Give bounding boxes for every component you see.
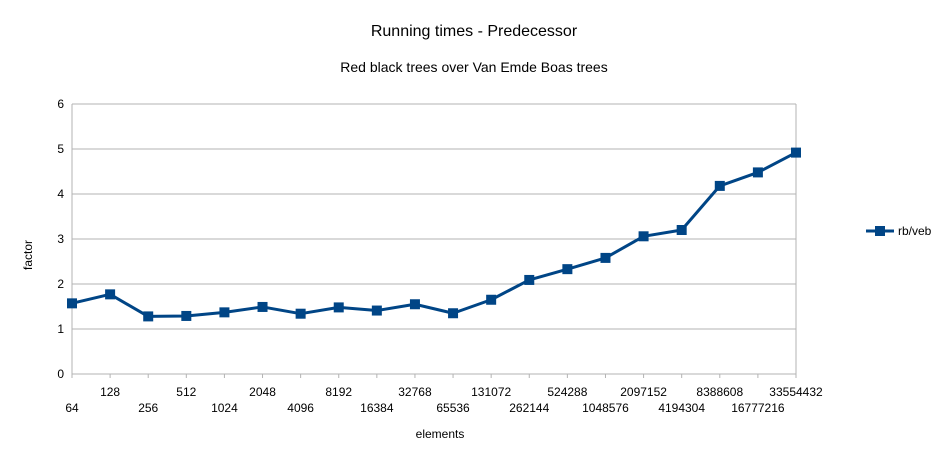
data-point [638, 231, 649, 242]
data-point [409, 299, 420, 310]
data-point [333, 302, 344, 313]
chart-title: Running times - Predecessor [371, 23, 578, 40]
data-point [600, 252, 611, 263]
x-tick-label: 2048 [249, 385, 276, 399]
y-axis-ticks: 0 1 2 3 4 5 6 [57, 97, 64, 381]
x-tick-label: 16384 [360, 401, 394, 415]
x-tick-label: 512 [176, 385, 196, 399]
data-point [752, 167, 763, 178]
y-axis-title: factor [21, 240, 35, 270]
y-tick-label: 6 [57, 97, 64, 111]
x-tick-label: 128 [100, 385, 120, 399]
y-tick-label: 1 [57, 322, 64, 336]
y-tick-label: 5 [57, 142, 64, 156]
data-point [791, 147, 801, 158]
x-tick-label: 1024 [211, 401, 238, 415]
x-tick-label: 64 [65, 401, 79, 415]
x-tick-label: 32768 [398, 385, 432, 399]
x-tick-label: 1048576 [582, 401, 629, 415]
legend-label: rb/veb [898, 224, 932, 238]
data-point [105, 289, 116, 300]
data-point [181, 310, 192, 321]
series-layer [67, 147, 801, 322]
x-tick-label: 262144 [509, 401, 549, 415]
data-point [714, 180, 725, 191]
data-point [676, 225, 687, 235]
data-point [143, 311, 154, 322]
x-axis-ticks: 64 128 256 512 1024 2048 4096 8192 16384 32768 655… [65, 385, 823, 415]
chart-subtitle: Red black trees over Van Emde Boas trees [340, 59, 607, 75]
x-tick-label: 524288 [547, 385, 587, 399]
data-point [371, 305, 382, 316]
data-point [67, 298, 77, 309]
grid-lines [71, 103, 797, 378]
data-point [486, 294, 497, 305]
x-tick-label: 8388608 [696, 385, 743, 399]
x-tick-label: 16777216 [731, 401, 785, 415]
data-point [524, 274, 535, 285]
x-tick-label: 4194304 [658, 401, 705, 415]
x-tick-label: 65536 [436, 401, 470, 415]
data-point [257, 301, 268, 312]
series-line [71, 151, 797, 318]
legend-marker [875, 226, 885, 236]
data-point [219, 307, 230, 318]
legend: rb/veb [866, 224, 932, 238]
x-tick-label: 33554432 [769, 385, 823, 399]
data-point [562, 264, 573, 275]
x-axis-title: elements [416, 427, 465, 441]
x-tick-label: 8192 [325, 385, 352, 399]
x-tick-label: 2097152 [620, 385, 667, 399]
data-point [295, 308, 306, 319]
x-tick-label: 256 [138, 401, 158, 415]
y-tick-label: 2 [57, 277, 64, 291]
x-tick-label: 4096 [287, 401, 314, 415]
y-tick-label: 4 [57, 187, 64, 201]
y-tick-label: 3 [57, 232, 64, 246]
y-tick-label: 0 [57, 367, 64, 381]
x-tick-label: 131072 [471, 385, 511, 399]
data-point [448, 308, 459, 319]
